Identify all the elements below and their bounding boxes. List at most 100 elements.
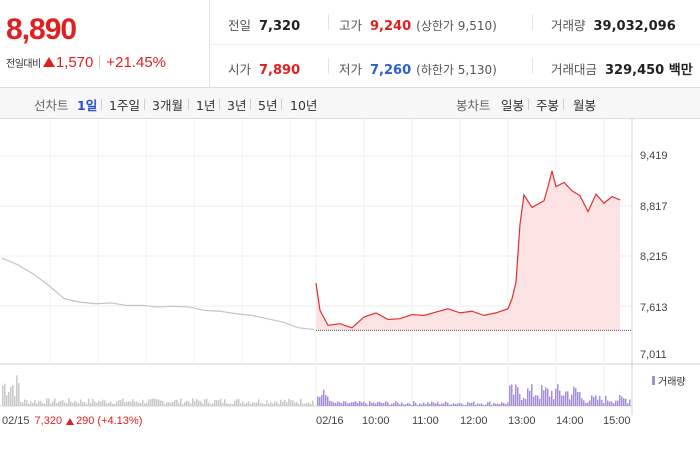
today-volume-bar <box>619 394 621 406</box>
today-volume-bar <box>417 404 419 406</box>
today-volume-bar <box>515 384 517 406</box>
prev-volume-bar <box>36 403 38 406</box>
today-volume-bar <box>489 401 491 406</box>
change-label: 전일대비 <box>6 58 41 70</box>
prev-volume-bar <box>112 403 114 406</box>
today-volume-bar <box>379 401 381 406</box>
candle-weekly[interactable]: 주봉 <box>536 98 560 113</box>
high-stat: 고가 9,240 (상한가 9,510) <box>339 15 497 34</box>
today-volume-bar <box>581 398 583 406</box>
prev-volume-bar <box>222 402 224 406</box>
today-volume-bar <box>393 403 395 406</box>
price-chart-canvas <box>0 119 700 415</box>
volume-label: 거래량 <box>551 18 586 33</box>
divider <box>219 99 220 110</box>
today-volume-bar <box>511 384 513 406</box>
today-volume-bar <box>595 395 597 406</box>
prev-volume-bar <box>2 385 4 406</box>
prev-volume-bar <box>160 400 162 406</box>
today-volume-bar <box>533 396 535 406</box>
period-5y[interactable]: 5년 <box>258 98 278 113</box>
prev-volume-bar <box>256 402 258 406</box>
prev-volume-bar <box>108 402 110 406</box>
candle-monthly[interactable]: 월봉 <box>573 98 597 113</box>
divider <box>99 55 101 69</box>
low-stat: 저가 7,260 (하한가 5,130) <box>339 59 497 78</box>
prev-volume-bar <box>126 401 128 406</box>
prev-volume-bar <box>172 401 174 406</box>
today-volume-bar <box>341 403 343 406</box>
today-volume-bar <box>527 388 529 406</box>
period-3y[interactable]: 3년 <box>227 98 247 113</box>
today-volume-bar <box>321 394 323 406</box>
prev-volume-bar <box>6 395 8 406</box>
divider <box>250 99 251 110</box>
open-value: 7,890 <box>259 63 301 78</box>
divider <box>532 58 533 74</box>
today-volume-bar <box>569 399 571 406</box>
prev-volume-bar <box>182 404 184 406</box>
prev-volume-bar <box>16 375 18 406</box>
divider <box>281 99 282 110</box>
today-volume-bar <box>503 403 505 406</box>
prev-volume-bar <box>250 403 252 406</box>
today-volume-bar <box>499 404 501 406</box>
today-volume-bar <box>451 404 453 406</box>
today-volume-bar <box>537 395 539 406</box>
prev-volume-bar <box>232 404 234 406</box>
period-10y[interactable]: 10년 <box>290 98 318 113</box>
today-volume-bar <box>575 388 577 406</box>
today-volume-bar <box>467 402 469 406</box>
today-volume-bar <box>399 404 401 406</box>
line-chart-label: 선차트 <box>34 98 69 113</box>
today-volume-bar <box>589 400 591 406</box>
today-volume-bar <box>625 398 627 406</box>
prev-volume-bar <box>298 403 300 406</box>
prev-volume-bar <box>144 403 146 406</box>
prev-volume-bar <box>150 399 152 406</box>
today-volume-bar <box>599 395 601 406</box>
prev-volume-bar <box>56 403 58 406</box>
today-volume-bar <box>445 401 447 406</box>
divider <box>328 14 329 30</box>
today-volume-bar <box>471 402 473 406</box>
y-tick-label: 7,011 <box>640 349 667 361</box>
period-1y[interactable]: 1년 <box>196 98 216 113</box>
today-volume-bar <box>459 402 461 406</box>
prev-volume-bar <box>106 403 108 406</box>
prev-volume-bar <box>234 400 236 406</box>
period-3m[interactable]: 3개월 <box>152 98 183 113</box>
prev-volume-bar <box>228 403 230 406</box>
prev-volume-bar <box>186 400 188 406</box>
prev-volume-bar <box>102 399 104 406</box>
period-1d[interactable]: 1일 <box>77 98 98 113</box>
prev-volume-bar <box>78 403 80 406</box>
prev-volume-bar <box>24 399 26 406</box>
prev-volume-bar <box>136 401 138 406</box>
today-volume-bar <box>369 401 371 406</box>
today-volume-bar <box>405 404 407 406</box>
today-volume-bar <box>481 403 483 406</box>
today-volume-bar <box>357 402 359 406</box>
today-volume-bar <box>465 404 467 406</box>
prev-volume-bar <box>118 400 120 406</box>
today-volume-bar <box>355 401 357 406</box>
prev-volume-bar <box>188 401 190 406</box>
today-volume-bar <box>531 384 533 406</box>
today-volume-bar <box>443 403 445 406</box>
prev-volume-bar <box>304 403 306 406</box>
today-volume-bar <box>333 402 335 406</box>
prev-volume-bar <box>164 404 166 406</box>
today-volume-bar <box>495 403 497 406</box>
today-volume-bar <box>409 403 411 406</box>
candle-daily[interactable]: 일봉 <box>501 98 525 113</box>
prev-volume-bar <box>292 400 294 406</box>
prev-volume-bar <box>96 402 98 406</box>
prev-volume-bar <box>10 386 12 406</box>
today-volume-bar <box>343 401 345 406</box>
today-volume-bar <box>447 402 449 406</box>
today-volume-bar <box>439 404 441 406</box>
prev-volume-bar <box>274 401 276 406</box>
prev-volume-bar <box>270 401 272 406</box>
period-1w[interactable]: 1주일 <box>109 98 140 113</box>
